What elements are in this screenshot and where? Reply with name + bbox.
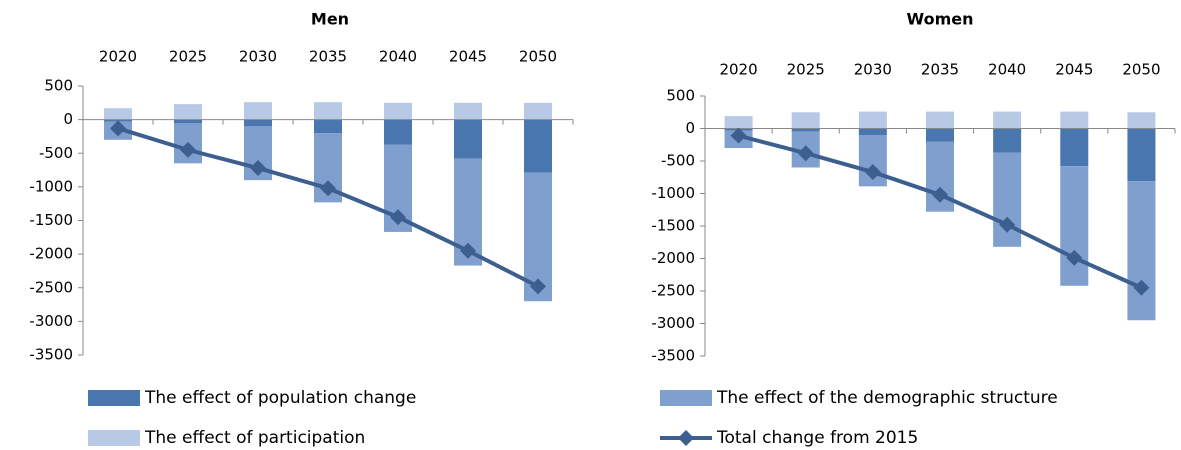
y-tick-label: -3000 [651,314,695,332]
legend-swatch [660,390,712,406]
y-tick-label: -1500 [651,217,695,235]
bar [1127,112,1156,129]
x-tick-label: 2025 [787,61,825,79]
legend-label: The effect of population change [144,388,416,408]
bar [524,102,552,120]
bar [993,111,1022,129]
bar [1060,128,1089,167]
bar [926,111,954,129]
legend-label: The effect of the demographic structure [716,388,1058,408]
y-tick-label: -2000 [651,249,695,267]
x-tick-label: 2045 [449,48,487,66]
y-tick-label: -3500 [29,346,73,364]
marker [864,164,881,181]
bar [993,128,1022,153]
x-tick-label: 2035 [309,48,347,66]
marker [320,180,336,197]
bar [1127,128,1156,182]
bar [724,116,753,129]
x-tick-label: 2040 [988,61,1026,79]
y-tick-label: -500 [39,144,73,162]
marker [797,145,814,162]
bar [454,119,482,159]
marker [460,242,476,259]
bar [858,111,887,129]
bar [314,119,342,134]
bar [1127,181,1156,321]
legend-swatch [88,430,140,446]
x-tick-label: 2045 [1055,61,1093,79]
bar [244,102,272,120]
x-tick-label: 2050 [1122,61,1160,79]
bar [524,119,552,173]
bar [454,102,482,120]
bar [314,102,342,120]
marker [1133,279,1150,296]
bar [791,128,820,132]
x-tick-label: 2020 [99,48,137,66]
bar [926,128,954,142]
marker [999,216,1016,233]
marker [180,141,196,158]
legend-marker [678,430,694,446]
chart-men: Men -3500 -3000 -2500 -2000 -1500 -1000 -500 0 50… [29,10,574,364]
y-tick-label: -1000 [651,184,695,202]
bar [244,119,272,127]
bar [1060,111,1089,129]
y-tick-label: -500 [661,152,695,170]
marker [530,278,546,295]
y-tick-label: 500 [44,77,73,95]
bar [858,128,887,135]
x-tick-label: 2035 [921,61,959,79]
y-tick-label: -2000 [29,245,73,263]
marker [250,160,266,177]
y-tick-label: -1500 [29,211,73,229]
y-tick-label: -2500 [29,278,73,296]
x-tick-label: 2040 [379,48,417,66]
legend-label: Total change from 2015 [716,428,918,448]
x-tick-label: 2030 [854,61,892,79]
marker [390,209,406,226]
y-tick-label: -1000 [29,177,73,195]
bar [174,119,202,123]
y-tick-label: 500 [666,87,695,105]
legend-swatch [88,390,140,406]
legend: The effect of population change The effec… [88,388,1058,448]
x-tick-label: 2030 [239,48,277,66]
marker [110,120,126,137]
marker [932,186,948,203]
x-tick-label: 2025 [169,48,207,66]
bar [791,112,820,129]
marker [730,127,747,144]
y-tick-label: 0 [63,110,73,128]
legend-label: The effect of participation [144,428,365,448]
chart-women: Women -3500 -3000 -2500 -2000 -1500 -1000 -500 0… [651,10,1176,365]
x-tick-label: 2020 [719,61,757,79]
marker [1066,249,1083,266]
y-tick-label: -3000 [29,312,73,330]
y-tick-label: -3500 [651,347,695,365]
bar [384,102,412,120]
chart-title: Women [907,10,974,29]
bar [1060,166,1089,286]
bar [384,119,412,145]
bar [104,108,132,120]
y-tick-label: 0 [685,119,695,137]
chart-title: Men [311,10,349,29]
x-tick-label: 2050 [519,48,557,66]
bar [174,104,202,120]
y-tick-label: -2500 [651,282,695,300]
